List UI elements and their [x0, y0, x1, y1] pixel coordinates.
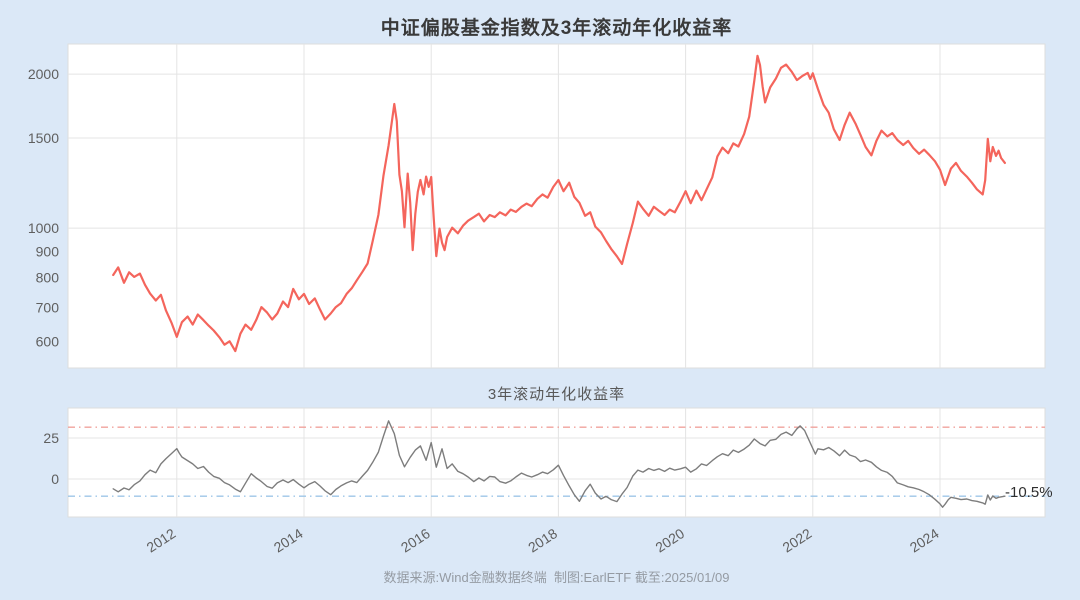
y-tick-label: 1000: [28, 220, 59, 236]
x-tick-label: 2024: [907, 525, 942, 555]
y-tick-label: 700: [36, 299, 60, 315]
rolling-panel: [67, 407, 1046, 518]
latest-value-annotation: -10.5%: [1005, 484, 1053, 501]
x-tick-label: 2012: [144, 525, 179, 555]
x-tick-label: 2020: [652, 525, 687, 555]
y-tick-label: 600: [36, 334, 60, 350]
y-tick-label: 0: [51, 471, 59, 487]
index-panel: [67, 43, 1046, 369]
x-tick-label: 2018: [525, 525, 560, 555]
x-tick-label: 2014: [271, 525, 306, 555]
chart-title: 中证偏股基金指数及3年滚动年化收益率: [380, 18, 733, 39]
rolling-series-line: [112, 420, 1006, 508]
index-series-line: [112, 54, 1007, 353]
x-tick-label: 2016: [398, 525, 433, 555]
y-tick-label: 2000: [28, 66, 59, 82]
y-tick-label: 1500: [28, 130, 59, 146]
y-tick-label: 25: [43, 430, 59, 446]
y-tick-label: 900: [36, 244, 60, 260]
bottom-panel-title: 3年滚动年化收益率: [487, 386, 626, 403]
y-tick-label: 800: [36, 270, 60, 286]
x-tick-label: 2022: [780, 525, 815, 555]
source-footer: 数据来源:Wind金融数据终端 制图:EarlETF 截至:2025/01/09: [383, 570, 730, 585]
